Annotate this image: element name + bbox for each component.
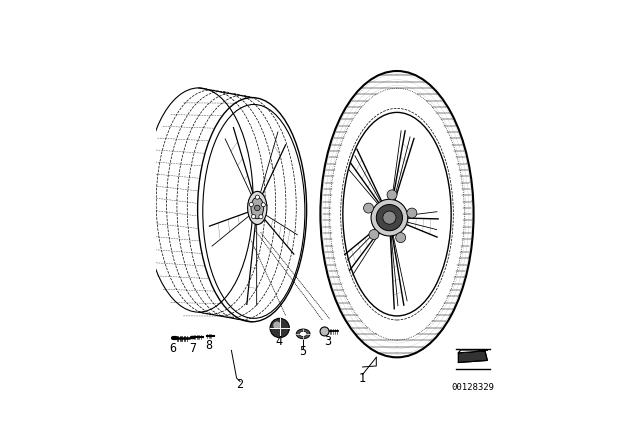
Circle shape xyxy=(364,203,374,213)
Circle shape xyxy=(252,215,255,219)
Text: 5: 5 xyxy=(300,345,307,358)
Circle shape xyxy=(387,190,397,200)
Circle shape xyxy=(249,202,253,207)
Text: 6: 6 xyxy=(169,342,177,355)
Text: 00128329: 00128329 xyxy=(451,383,494,392)
Circle shape xyxy=(371,199,408,236)
Circle shape xyxy=(320,327,329,336)
Circle shape xyxy=(396,233,406,242)
Ellipse shape xyxy=(251,197,264,219)
Ellipse shape xyxy=(300,331,307,336)
Circle shape xyxy=(255,205,260,211)
Circle shape xyxy=(261,202,266,207)
Circle shape xyxy=(270,319,289,338)
Text: 4: 4 xyxy=(275,335,283,348)
Polygon shape xyxy=(458,351,488,362)
Circle shape xyxy=(376,204,403,231)
Text: 2: 2 xyxy=(236,379,244,392)
Circle shape xyxy=(407,208,417,218)
Circle shape xyxy=(383,211,396,224)
Circle shape xyxy=(259,215,263,219)
Polygon shape xyxy=(458,350,488,353)
Circle shape xyxy=(369,229,379,240)
Circle shape xyxy=(255,195,259,199)
Text: 8: 8 xyxy=(205,339,212,352)
Ellipse shape xyxy=(296,329,310,339)
Ellipse shape xyxy=(248,191,267,224)
Text: 7: 7 xyxy=(189,341,196,354)
Ellipse shape xyxy=(343,112,451,316)
Ellipse shape xyxy=(321,71,474,358)
Text: 1: 1 xyxy=(359,371,366,384)
Ellipse shape xyxy=(273,322,281,329)
Text: 3: 3 xyxy=(324,335,332,348)
